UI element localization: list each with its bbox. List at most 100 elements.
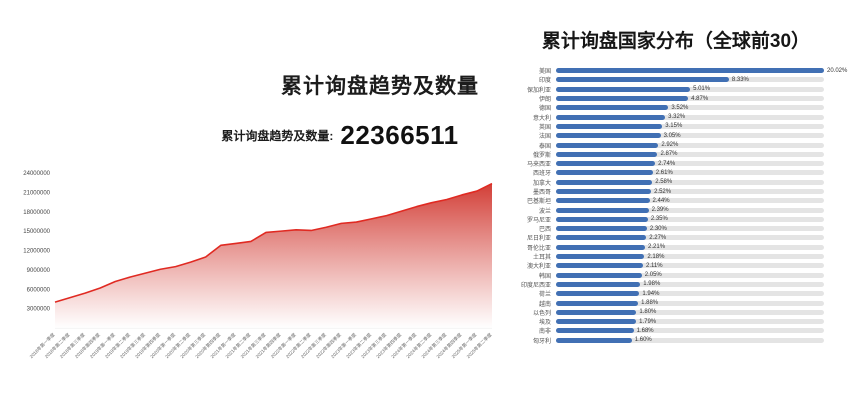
bar-value-label: 1.60% <box>634 337 652 344</box>
country-name-label: 罗马尼亚 <box>526 217 551 224</box>
country-name-label: 波兰 <box>538 208 551 215</box>
country-name-label: 尼日利亚 <box>526 236 551 243</box>
bar-track: 1.80% <box>556 309 824 316</box>
bar-track: 1.98% <box>556 281 824 287</box>
bar-fill <box>556 281 641 287</box>
country-row: 加拿大 2.58% <box>500 178 852 187</box>
country-row: 以色列 1.80% <box>500 308 852 317</box>
country-row: 印度尼西亚 1.98% <box>500 280 852 289</box>
bar-fill <box>556 170 653 176</box>
bar-track: 2.74% <box>556 161 824 167</box>
country-name-label: 越南 <box>538 301 551 308</box>
country-name-label: 荷兰 <box>538 292 551 299</box>
bar-fill <box>556 68 824 74</box>
bar-track: 3.52% <box>556 104 824 111</box>
country-chart-title: 累计询盘国家分布（全球前30） <box>541 31 811 52</box>
x-axis-tick-label: 2021年第二季度 <box>224 331 253 360</box>
bar-value-label: 2.05% <box>644 272 662 279</box>
country-name-label: 以色列 <box>532 310 551 317</box>
country-name-label: 意大利 <box>532 115 551 122</box>
y-axis-tick-label: 6000000 <box>27 287 51 293</box>
country-name-label: 泰国 <box>538 143 551 150</box>
x-axis-tick-label: 2020年第四季度 <box>194 331 223 360</box>
bar-value-label: 2.44% <box>652 197 670 204</box>
country-row: 哥伦比亚 2.21% <box>500 243 852 252</box>
bar-fill <box>556 105 669 111</box>
country-name-label: 德国 <box>538 106 551 113</box>
bar-fill <box>556 244 646 250</box>
x-axis-tick-label: 2019年第一季度 <box>88 331 117 360</box>
country-row: 澳大利亚 2.11% <box>500 261 852 270</box>
x-axis-tick-label: 2019年第四季度 <box>133 331 162 360</box>
bar-fill <box>556 114 666 120</box>
country-row: 保加利亚 5.01% <box>500 85 852 94</box>
bar-value-label: 2.27% <box>649 234 667 241</box>
bar-track: 2.21% <box>556 244 824 250</box>
bar-fill <box>556 300 639 306</box>
bar-value-label: 1.80% <box>639 309 657 316</box>
bar-track: 2.92% <box>556 142 824 149</box>
bar-value-label: 1.79% <box>639 318 657 325</box>
bar-fill <box>556 179 653 185</box>
bar-fill <box>556 254 645 260</box>
bar-track: 1.88% <box>556 300 824 306</box>
country-row: 越南 1.88% <box>500 298 852 308</box>
bar-fill <box>556 291 640 297</box>
bar-track: 5.01% <box>556 86 824 92</box>
x-axis-tick-label: 2024年第三季度 <box>420 331 449 360</box>
bar-value-label: 3.32% <box>668 114 686 121</box>
bar-fill <box>556 207 649 213</box>
country-name-label: 埃及 <box>538 320 551 327</box>
x-axis-tick-label: 2021年第一季度 <box>209 331 238 360</box>
bar-value-label: 2.58% <box>655 179 673 186</box>
bar-value-label: 3.05% <box>663 132 681 139</box>
country-name-label: 土耳其 <box>532 255 551 262</box>
country-name-label: 西班牙 <box>532 171 551 178</box>
country-row: 西班牙 2.61% <box>500 168 852 177</box>
trend-chart-title: 累计询盘趋势及数量 <box>281 75 479 98</box>
bar-fill <box>556 96 689 102</box>
country-row: 墨西哥 2.52% <box>500 187 852 196</box>
country-name-label: 韩国 <box>538 273 551 280</box>
bar-track: 3.32% <box>556 114 824 121</box>
bar-value-label: 2.92% <box>661 142 679 149</box>
trend-line <box>54 182 493 303</box>
bar-fill <box>556 263 643 269</box>
bar-value-label: 2.30% <box>649 225 667 232</box>
country-name-label: 美国 <box>538 69 551 76</box>
x-axis-tick-label: 2018年第四季度 <box>73 331 102 360</box>
x-axis-tick-label: 2024年第一季度 <box>390 331 419 360</box>
area-fill <box>55 183 492 328</box>
country-name-label: 印度 <box>538 78 551 85</box>
bar-track: 2.52% <box>556 189 824 195</box>
country-name-label: 南非 <box>538 329 551 336</box>
bar-track: 4.87% <box>556 96 824 102</box>
bar-value-label: 2.11% <box>646 262 663 269</box>
bar-track: 1.60% <box>556 337 824 344</box>
bar-fill <box>556 235 647 241</box>
bar-fill <box>556 309 637 315</box>
bar-track: 1.79% <box>556 318 824 325</box>
country-panel: 累计询盘国家分布（全球前30） 美国 20.02% 印度 8.33% 保加利亚 5.01%… <box>500 0 852 411</box>
bar-track: 2.11% <box>556 262 824 269</box>
y-axis-tick-label: 3000000 <box>27 307 51 313</box>
bar-value-label: 2.61% <box>655 169 673 176</box>
country-name-label: 巴西 <box>538 227 551 234</box>
bar-value-label: 20.02% <box>827 67 848 74</box>
country-row: 英国 3.15% <box>500 122 852 131</box>
country-row: 波兰 2.39% <box>500 205 852 215</box>
x-axis-tick-label: 2023年第二季度 <box>344 331 373 360</box>
bar-track: 3.05% <box>556 132 824 139</box>
bar-fill <box>556 151 658 157</box>
country-name-label: 英国 <box>538 124 551 131</box>
country-name-label: 匈牙利 <box>532 338 551 345</box>
country-name-label: 俄罗斯 <box>532 152 551 159</box>
bar-value-label: 1.94% <box>642 290 660 297</box>
bar-fill <box>556 189 652 194</box>
bar-track: 2.87% <box>556 151 824 157</box>
bar-track: 1.68% <box>556 328 824 334</box>
x-axis-tick-label: 2022年第三季度 <box>299 331 328 360</box>
bar-track: 2.18% <box>556 254 824 260</box>
country-row: 伊朗 4.87% <box>500 94 852 103</box>
bar-value-label: 3.52% <box>671 104 689 111</box>
